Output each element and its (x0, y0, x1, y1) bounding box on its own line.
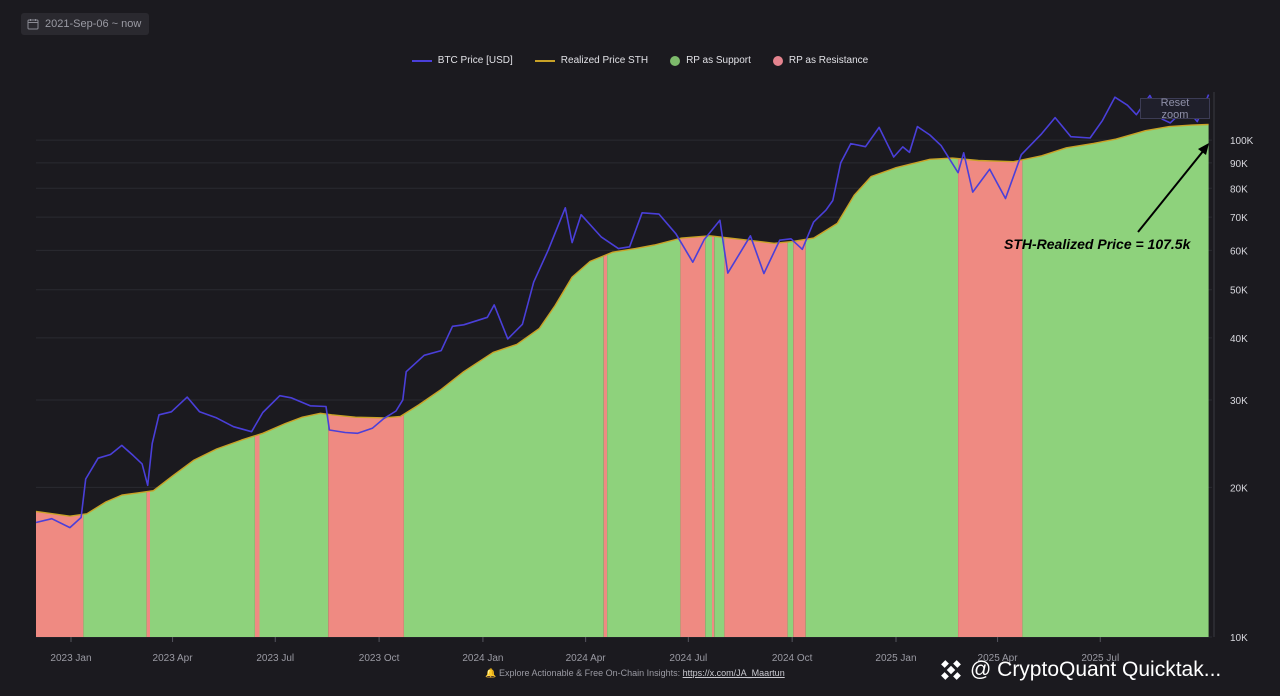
legend-label-rp-support: RP as Support (686, 55, 751, 66)
chart-legend: BTC Price [USD] Realized Price STH RP as… (0, 55, 1280, 66)
date-range-picker[interactable]: 2021-Sep-06 ~ now (21, 13, 150, 35)
resistance-area-10 (680, 236, 706, 637)
legend-label-btc-price: BTC Price [USD] (437, 55, 513, 66)
sth-annotation: STH-Realized Price = 107.5k (1004, 236, 1191, 252)
resistance-area-8 (603, 254, 608, 637)
resistance-area-6 (328, 414, 404, 637)
support-area-15 (787, 241, 794, 637)
legend-item-btc-price[interactable]: BTC Price [USD] (411, 55, 513, 66)
footer-note-text: Explore Actionable & Free On-Chain Insig… (499, 668, 681, 678)
x-tick-label-4: 2024 Jan (462, 653, 503, 664)
x-tick-label-1: 2023 Apr (153, 653, 194, 664)
y-tick-label-0: 10K (1230, 633, 1248, 644)
x-tick-label-5: 2024 Apr (566, 653, 607, 664)
x-tick-label-2: 2023 Jul (256, 653, 294, 664)
y-tick-label-6: 70K (1230, 213, 1248, 224)
x-tick-label-10: 2025 Jul (1081, 653, 1119, 664)
x-tick-label-8: 2025 Jan (875, 653, 916, 664)
footer-link[interactable]: https://x.com/JA_Maartun (682, 668, 785, 678)
regime-fill (36, 124, 1209, 638)
support-area-11 (705, 235, 712, 637)
resistance-area-16 (793, 239, 806, 637)
brand-text: @ CryptoQuant Quicktak... (970, 658, 1222, 681)
legend-label-rp-resistance: RP as Resistance (788, 55, 869, 66)
y-tick-label-5: 60K (1230, 246, 1248, 257)
support-area-17 (805, 158, 959, 637)
resistance-area-2 (146, 491, 150, 637)
y-tick-label-8: 90K (1230, 159, 1248, 170)
resistance-area-18 (958, 158, 1023, 637)
legend-swatch-rp-support (670, 55, 681, 66)
support-area-19 (1022, 124, 1209, 637)
realized-price-sth-line (35, 123, 1209, 517)
legend-label-realized-price: Realized Price STH (560, 55, 649, 66)
support-area-5 (259, 413, 329, 637)
bell-icon: 🔔 (485, 668, 497, 678)
y-tick-label-7: 80K (1230, 184, 1248, 195)
y-tick-label-2: 30K (1230, 396, 1248, 407)
annotation-arrow (1137, 143, 1209, 233)
reset-zoom-button[interactable]: Reset zoom (1140, 97, 1210, 121)
brand-watermark: @ CryptoQuant Quicktak... (938, 654, 1221, 686)
x-tick-label-3: 2023 Oct (359, 653, 400, 664)
support-area-1 (83, 491, 147, 637)
legend-item-realized-price[interactable]: Realized Price STH (534, 55, 649, 66)
calendar-icon (27, 19, 39, 30)
legend-swatch-btc-price (411, 59, 432, 62)
support-area-3 (150, 435, 255, 637)
x-tick-label-7: 2024 Oct (772, 653, 813, 664)
legend-swatch-rp-resistance (772, 55, 783, 66)
resistance-area-4 (254, 434, 260, 637)
x-tick-label-6: 2024 Jul (669, 653, 707, 664)
date-range-label: 2021-Sep-06 ~ now (45, 18, 142, 30)
y-axis: 10K 20K 30K 40K 50K 60K 70K 80K 90K 100K (1213, 92, 1254, 644)
x-tick-label-0: 2023 Jan (50, 653, 91, 664)
support-area-7 (403, 255, 604, 637)
legend-item-rp-support[interactable]: RP as Support (670, 55, 751, 66)
y-tick-label-3: 40K (1230, 334, 1248, 345)
support-area-9 (607, 238, 681, 637)
y-tick-label-4: 50K (1230, 286, 1248, 297)
x-axis: 2023 Jan 2023 Apr 2023 Jul 2023 Oct 2024 Jan… (50, 637, 1119, 664)
btc-price-line (35, 94, 1210, 529)
legend-swatch-realized-price (534, 59, 555, 62)
x-tick-label-9: 2025 Apr (978, 653, 1019, 664)
y-tick-label-1: 20K (1230, 483, 1248, 494)
series-lines (35, 94, 1210, 529)
legend-item-rp-resistance[interactable]: RP as Resistance (772, 55, 869, 66)
resistance-area-12 (712, 236, 715, 637)
resistance-area-0 (36, 511, 84, 637)
footer-note: 🔔 Explore Actionable & Free On-Chain Ins… (0, 668, 1270, 679)
y-tick-label-9: 100K (1230, 136, 1254, 147)
support-area-13 (714, 236, 725, 638)
resistance-area-14 (724, 237, 788, 637)
binance-logo-icon (941, 660, 961, 680)
